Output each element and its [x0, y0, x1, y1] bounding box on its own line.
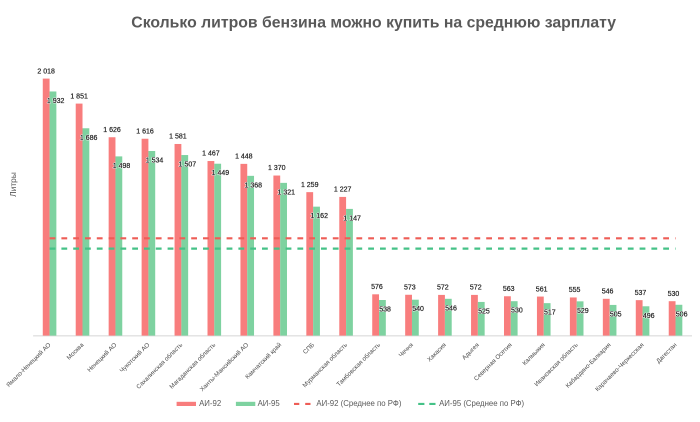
svg-text:529: 529 — [577, 308, 589, 315]
svg-text:АИ-92 (Среднее по РФ): АИ-92 (Среднее по РФ) — [316, 399, 401, 408]
svg-text:1 321: 1 321 — [278, 189, 296, 196]
svg-text:1 851: 1 851 — [70, 93, 88, 100]
svg-text:546: 546 — [445, 305, 457, 312]
svg-text:540: 540 — [412, 306, 424, 313]
svg-text:505: 505 — [610, 311, 622, 318]
svg-text:Сколько литров бензина можно к: Сколько литров бензина можно купить на с… — [131, 14, 616, 31]
svg-text:1 147: 1 147 — [343, 215, 361, 222]
svg-text:525: 525 — [478, 308, 490, 315]
svg-text:1 626: 1 626 — [103, 127, 121, 134]
svg-text:1 368: 1 368 — [245, 182, 263, 189]
svg-text:530: 530 — [668, 291, 680, 298]
svg-text:537: 537 — [635, 290, 647, 297]
svg-text:1 368: 1 368 — [245, 182, 263, 189]
svg-text:1 227: 1 227 — [334, 187, 352, 194]
svg-text:563: 563 — [503, 286, 515, 293]
svg-text:496: 496 — [643, 313, 655, 320]
svg-text:1 616: 1 616 — [136, 128, 154, 135]
svg-text:505: 505 — [610, 311, 622, 318]
svg-text:1 467: 1 467 — [202, 151, 220, 158]
svg-text:506: 506 — [676, 311, 688, 318]
svg-text:1 448: 1 448 — [235, 154, 253, 161]
svg-text:1 467: 1 467 — [202, 151, 220, 158]
svg-text:1 498: 1 498 — [113, 163, 131, 170]
svg-text:576: 576 — [371, 284, 383, 291]
svg-text:1 932: 1 932 — [47, 98, 65, 105]
svg-text:1 686: 1 686 — [80, 135, 98, 142]
svg-text:538: 538 — [379, 307, 391, 314]
svg-text:1 626: 1 626 — [103, 127, 121, 134]
svg-text:1 162: 1 162 — [310, 213, 328, 220]
svg-text:1 498: 1 498 — [113, 163, 131, 170]
svg-text:1 449: 1 449 — [212, 170, 230, 177]
svg-text:1 147: 1 147 — [343, 215, 361, 222]
svg-text:Литры: Литры — [8, 172, 18, 197]
svg-text:530: 530 — [668, 291, 680, 298]
svg-text:1 259: 1 259 — [301, 182, 319, 189]
svg-text:546: 546 — [602, 289, 614, 296]
svg-text:506: 506 — [676, 311, 688, 318]
svg-text:573: 573 — [404, 284, 416, 291]
svg-text:546: 546 — [602, 289, 614, 296]
svg-text:525: 525 — [478, 308, 490, 315]
svg-text:1 227: 1 227 — [334, 187, 352, 194]
svg-text:529: 529 — [577, 308, 589, 315]
svg-text:1 507: 1 507 — [179, 162, 197, 169]
svg-text:1 448: 1 448 — [235, 154, 253, 161]
svg-text:530: 530 — [511, 308, 523, 315]
svg-text:555: 555 — [569, 287, 581, 294]
svg-text:573: 573 — [404, 284, 416, 291]
svg-text:496: 496 — [643, 313, 655, 320]
svg-text:1 686: 1 686 — [80, 135, 98, 142]
svg-text:572: 572 — [470, 285, 482, 292]
svg-text:1 932: 1 932 — [47, 98, 65, 105]
svg-text:561: 561 — [536, 286, 548, 293]
svg-text:537: 537 — [635, 290, 647, 297]
svg-text:517: 517 — [544, 310, 556, 317]
svg-text:546: 546 — [445, 305, 457, 312]
svg-text:538: 538 — [379, 307, 391, 314]
svg-text:540: 540 — [412, 306, 424, 313]
svg-text:555: 555 — [569, 287, 581, 294]
svg-text:1 534: 1 534 — [146, 158, 164, 165]
svg-text:576: 576 — [371, 284, 383, 291]
svg-text:530: 530 — [511, 308, 523, 315]
svg-text:1 581: 1 581 — [169, 134, 187, 141]
svg-text:572: 572 — [437, 285, 449, 292]
svg-text:1 370: 1 370 — [268, 165, 286, 172]
svg-text:АИ-92: АИ-92 — [199, 399, 221, 408]
svg-text:АИ-95 (Среднее по РФ): АИ-95 (Среднее по РФ) — [439, 399, 524, 408]
svg-text:2 018: 2 018 — [37, 68, 55, 75]
svg-text:572: 572 — [470, 285, 482, 292]
svg-text:517: 517 — [544, 310, 556, 317]
svg-text:2 018: 2 018 — [37, 68, 55, 75]
svg-text:1 507: 1 507 — [179, 162, 197, 169]
svg-text:1 370: 1 370 — [268, 165, 286, 172]
svg-text:1 259: 1 259 — [301, 182, 319, 189]
svg-text:1 162: 1 162 — [310, 213, 328, 220]
svg-text:1 534: 1 534 — [146, 158, 164, 165]
svg-text:563: 563 — [503, 286, 515, 293]
svg-text:561: 561 — [536, 286, 548, 293]
svg-text:1 851: 1 851 — [70, 93, 88, 100]
svg-text:1 616: 1 616 — [136, 128, 154, 135]
svg-text:АИ-95: АИ-95 — [258, 399, 281, 408]
svg-text:1 449: 1 449 — [212, 170, 230, 177]
svg-text:572: 572 — [437, 285, 449, 292]
svg-text:1 321: 1 321 — [278, 189, 296, 196]
svg-text:1 581: 1 581 — [169, 134, 187, 141]
